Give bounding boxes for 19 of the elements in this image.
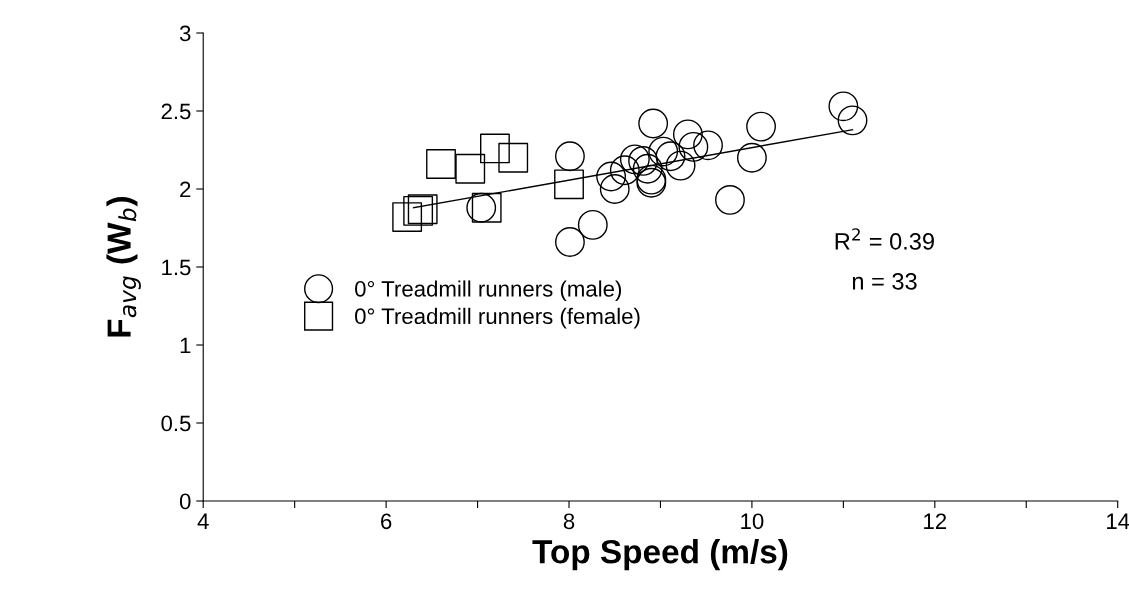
x-tick-label: 6 xyxy=(381,513,392,530)
x-tick-label: 14 xyxy=(1107,513,1129,529)
annotation: n = 33 xyxy=(852,273,917,290)
x-tick-label: 12 xyxy=(924,513,947,529)
x-tick-label: 10 xyxy=(741,513,764,530)
legend-label: 0° Treadmill runners (male) xyxy=(355,280,622,302)
x-tick-label: 4 xyxy=(197,513,209,529)
y-tick-label: 1.5 xyxy=(162,259,191,276)
x-tick-label: 8 xyxy=(563,513,575,530)
y-tick-label: 0 xyxy=(179,493,191,510)
y-tick-label: 0.5 xyxy=(161,415,191,432)
y-tick-label: 2.5 xyxy=(161,103,191,120)
y-tick-label: 2 xyxy=(180,181,191,198)
annotation: R$^{2}$ = 0.39 xyxy=(835,228,934,250)
y-tick-label: 1 xyxy=(180,337,191,354)
y-tick-label: 3 xyxy=(179,25,191,42)
y-axis-title: F$_{avg}$ (W$_{b}$) xyxy=(106,197,141,337)
legend-label: 0° Treadmill runners (female) xyxy=(355,307,640,329)
x-axis-title: Top Speed (m/s) xyxy=(532,539,788,571)
